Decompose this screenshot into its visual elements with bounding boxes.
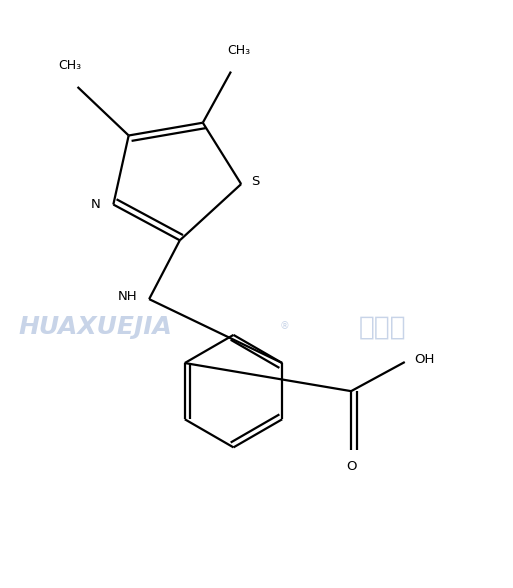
Text: O: O: [346, 460, 357, 473]
Text: OH: OH: [414, 353, 435, 366]
Text: S: S: [251, 175, 260, 188]
Text: ®: ®: [280, 321, 289, 331]
Text: NH: NH: [118, 290, 137, 303]
Text: HUAXUEJIA: HUAXUEJIA: [19, 315, 172, 339]
Text: 化学加: 化学加: [359, 314, 406, 340]
Text: N: N: [91, 198, 101, 211]
Text: CH₃: CH₃: [58, 59, 82, 72]
Text: CH₃: CH₃: [227, 44, 250, 56]
